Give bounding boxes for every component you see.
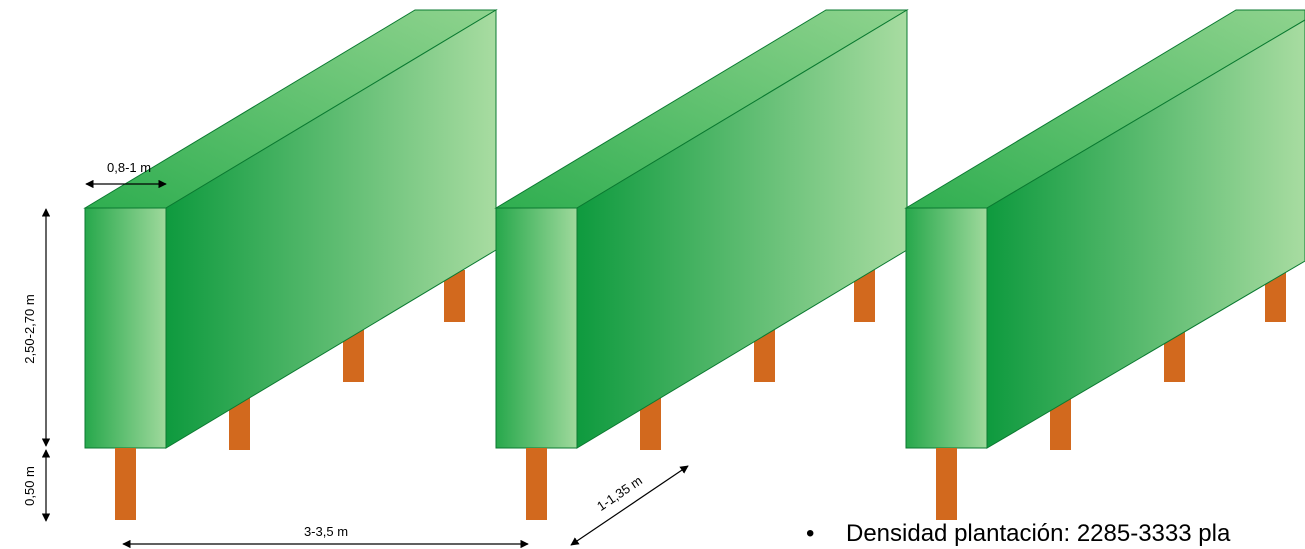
trunk [343, 330, 364, 382]
trunk [526, 448, 547, 520]
trunk [640, 398, 661, 450]
trunk [854, 270, 875, 322]
canopy-height-label: 2,50-2,70 m [22, 294, 37, 363]
hedgerow-2 [494, 9, 909, 520]
planting-density-bullet: • Densidad plantación: 2285-3333 pla [806, 520, 1230, 548]
row-spacing-label: 3-3,5 m [304, 524, 348, 539]
trunk [754, 330, 775, 382]
trunk-height-label: 0,50 m [22, 466, 37, 506]
planting-density-text: Densidad plantación: 2285-3333 pla [846, 520, 1231, 547]
dimension-row-spacing: 3-3,5 m [122, 524, 529, 549]
bullet-dot: • [806, 520, 815, 547]
hedge-width-label: 0,8-1 m [107, 160, 151, 175]
tree-spacing-arrow [570, 465, 689, 546]
hedge-front-face [905, 207, 988, 449]
hedgerow-3 [904, 9, 1305, 520]
hedge-front-face [84, 207, 167, 449]
trunk [115, 448, 136, 520]
trunk [1164, 330, 1185, 382]
dimension-trunk-height: 0,50 m [22, 449, 51, 522]
trunk [936, 448, 957, 520]
dimension-tree-spacing: 1-1,35 m [570, 465, 689, 546]
dimension-canopy-height: 2,50-2,70 m [22, 208, 51, 447]
trunk [229, 398, 250, 450]
trunk [1265, 270, 1286, 322]
hedge-front-face [495, 207, 578, 449]
trunk [1050, 398, 1071, 450]
hedgerow-1 [83, 9, 498, 520]
dimension-hedge-width: 0,8-1 m [85, 160, 167, 189]
tree-spacing-label: 1-1,35 m [594, 473, 645, 514]
trunk [444, 270, 465, 322]
